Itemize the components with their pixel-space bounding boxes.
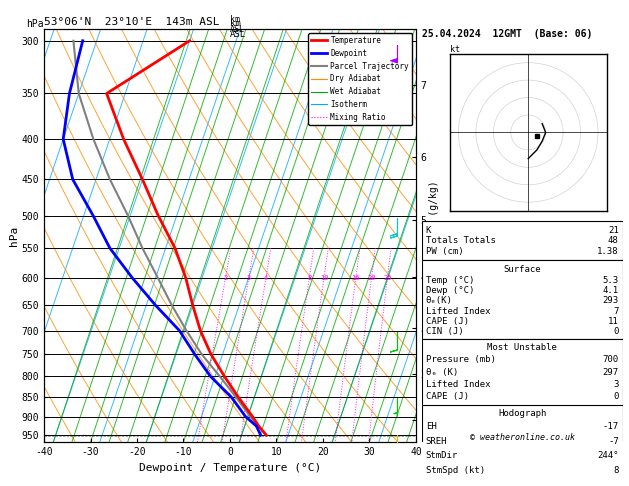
Text: 3: 3 <box>613 380 619 389</box>
Text: SREH: SREH <box>426 437 447 446</box>
Text: 21: 21 <box>608 226 619 235</box>
Text: 7: 7 <box>613 307 619 315</box>
Text: 700: 700 <box>603 355 619 364</box>
Text: Surface: Surface <box>503 265 541 274</box>
Text: θₑ(K): θₑ(K) <box>426 296 453 305</box>
Text: 10: 10 <box>320 275 328 281</box>
Text: 0: 0 <box>613 392 619 401</box>
Text: 1.38: 1.38 <box>597 247 619 256</box>
Text: θₑ (K): θₑ (K) <box>426 367 458 377</box>
Text: 297: 297 <box>603 367 619 377</box>
Text: 11: 11 <box>608 317 619 326</box>
Text: hPa: hPa <box>26 19 44 30</box>
Text: km
ASL: km ASL <box>230 15 245 34</box>
Text: 53°06'N  23°10'E  143m ASL: 53°06'N 23°10'E 143m ASL <box>44 17 220 27</box>
Text: Lifted Index: Lifted Index <box>426 307 490 315</box>
Y-axis label: hPa: hPa <box>9 226 19 246</box>
X-axis label: Dewpoint / Temperature (°C): Dewpoint / Temperature (°C) <box>139 463 321 473</box>
FancyBboxPatch shape <box>421 339 623 417</box>
Text: 25: 25 <box>383 275 392 281</box>
Text: StmDir: StmDir <box>426 451 458 460</box>
Text: CAPE (J): CAPE (J) <box>426 317 469 326</box>
FancyBboxPatch shape <box>421 405 623 479</box>
Text: 244°: 244° <box>597 451 619 460</box>
Text: 25.04.2024  12GMT  (Base: 06): 25.04.2024 12GMT (Base: 06) <box>421 29 592 39</box>
Text: 293: 293 <box>603 296 619 305</box>
Text: Most Unstable: Most Unstable <box>487 343 557 352</box>
Text: 3: 3 <box>247 275 251 281</box>
Text: 0: 0 <box>613 405 619 414</box>
Text: 4: 4 <box>264 275 268 281</box>
Legend: Temperature, Dewpoint, Parcel Trajectory, Dry Adiabat, Wet Adiabat, Isotherm, Mi: Temperature, Dewpoint, Parcel Trajectory… <box>308 33 412 125</box>
Text: 8: 8 <box>307 275 311 281</box>
Text: -17: -17 <box>603 422 619 431</box>
Text: CIN (J): CIN (J) <box>426 405 464 414</box>
Text: Lifted Index: Lifted Index <box>426 380 490 389</box>
Text: StmSpd (kt): StmSpd (kt) <box>426 466 485 475</box>
Text: Totals Totals: Totals Totals <box>426 236 496 245</box>
Text: -7: -7 <box>608 437 619 446</box>
Text: Pressure (mb): Pressure (mb) <box>426 355 496 364</box>
Text: © weatheronline.co.uk: © weatheronline.co.uk <box>470 433 575 442</box>
Text: 2: 2 <box>223 275 228 281</box>
Text: 5.3: 5.3 <box>603 276 619 285</box>
Text: Temp (°C): Temp (°C) <box>426 276 474 285</box>
FancyBboxPatch shape <box>421 260 623 339</box>
Text: PW (cm): PW (cm) <box>426 247 464 256</box>
Text: 4.1: 4.1 <box>603 286 619 295</box>
Text: Hodograph: Hodograph <box>498 409 547 418</box>
Text: CAPE (J): CAPE (J) <box>426 392 469 401</box>
FancyBboxPatch shape <box>421 221 623 260</box>
Text: 20: 20 <box>367 275 376 281</box>
Text: 0: 0 <box>613 327 619 336</box>
Text: K: K <box>426 226 431 235</box>
Y-axis label: Mixing Ratio (g/kg): Mixing Ratio (g/kg) <box>430 180 440 292</box>
Text: EH: EH <box>426 422 437 431</box>
Text: km
ASL: km ASL <box>230 19 246 39</box>
Text: 16: 16 <box>352 275 360 281</box>
Text: Dewp (°C): Dewp (°C) <box>426 286 474 295</box>
Text: CIN (J): CIN (J) <box>426 327 464 336</box>
Text: LCL: LCL <box>423 432 438 440</box>
Text: 48: 48 <box>608 236 619 245</box>
Text: 8: 8 <box>613 466 619 475</box>
